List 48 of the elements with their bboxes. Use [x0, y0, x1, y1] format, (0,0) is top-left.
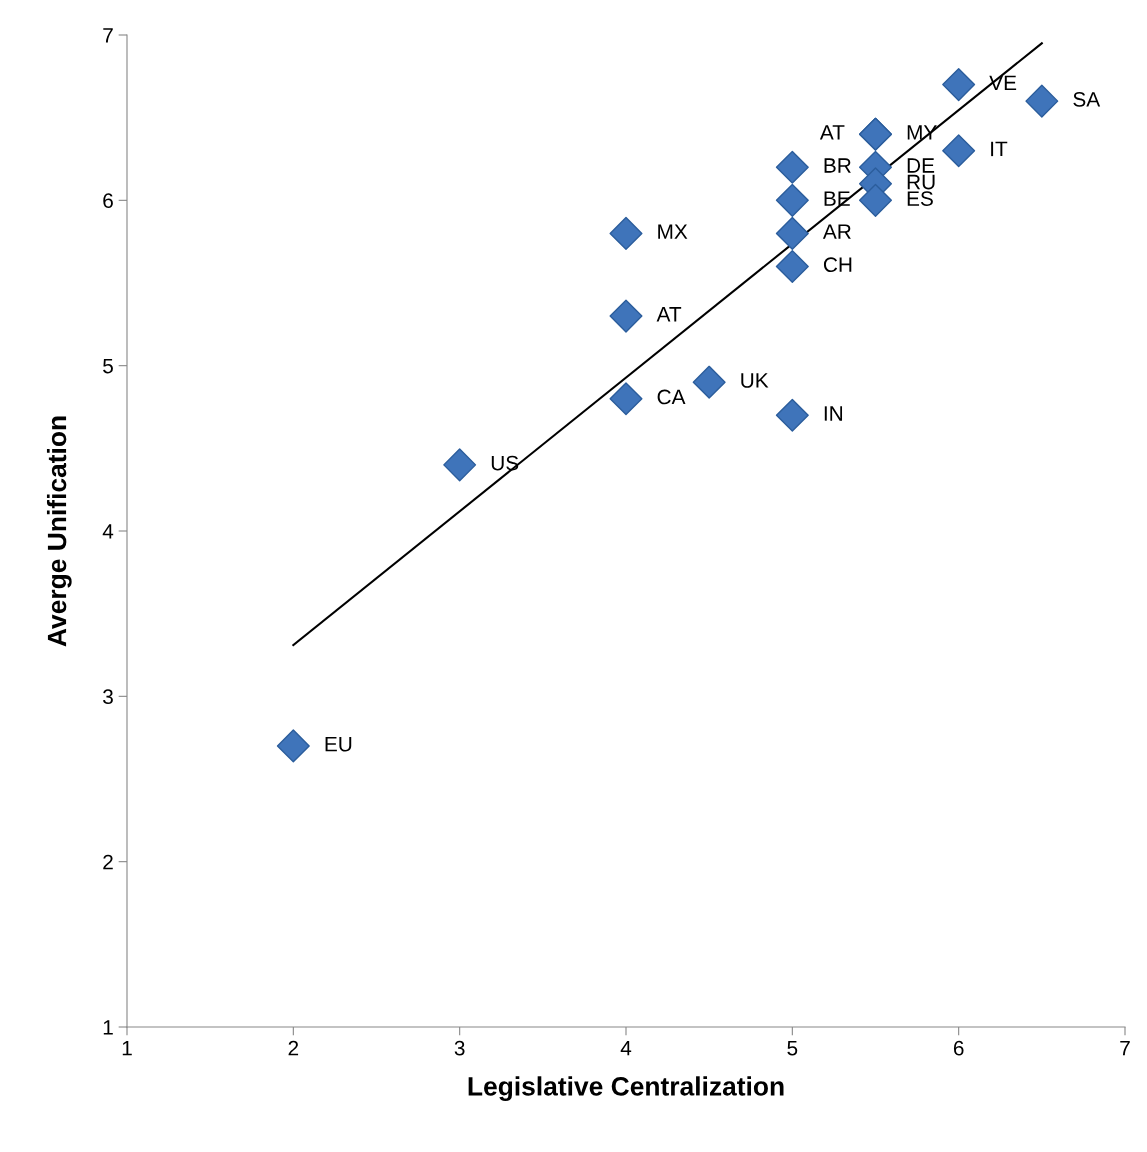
x-tick-label: 6 [953, 1040, 964, 1056]
x-tick-label: 3 [454, 1040, 465, 1056]
point [775, 249, 809, 283]
x-tick-label: 2 [288, 1040, 299, 1056]
point [609, 299, 643, 333]
point [609, 382, 643, 416]
point [858, 183, 893, 217]
point [775, 183, 809, 217]
data-label: DE [907, 158, 935, 173]
y-tick-label: 3 [103, 689, 113, 705]
y-tick-label: 6 [103, 193, 113, 209]
data-label: UK [741, 373, 769, 388]
point [443, 448, 477, 482]
data-label: CH [823, 257, 852, 273]
data-label: AT [819, 125, 845, 140]
x-tick-label: 1 [122, 1040, 132, 1056]
data-label: ES [907, 191, 933, 206]
y-axis-title: Averge Unification [46, 416, 72, 647]
data-label: SA [1073, 91, 1101, 107]
data-label: BE [824, 191, 850, 206]
data-label: AT [656, 307, 682, 322]
data-label: IT [991, 141, 1008, 157]
y-tick-label: 4 [102, 524, 114, 539]
point [692, 365, 726, 399]
y-tick-label: 7 [103, 28, 113, 43]
data-label: CA [657, 389, 686, 405]
y-tick-label: 1 [103, 1020, 113, 1035]
x-tick-label: 7 [1120, 1040, 1130, 1056]
data-label: AR [822, 224, 851, 239]
point [276, 729, 310, 763]
point [775, 216, 809, 250]
data-label: US [491, 455, 519, 471]
x-tick-label: 5 [787, 1040, 798, 1056]
y-tick-label: 2 [103, 854, 113, 870]
point [1025, 84, 1059, 118]
point [775, 398, 809, 432]
point [609, 216, 643, 250]
data-label: EU [325, 736, 352, 752]
x-tick-label: 4 [620, 1040, 632, 1056]
data-label: RU [907, 174, 935, 190]
data-label: BR [824, 158, 851, 173]
data-label: IN [824, 406, 843, 421]
point [942, 68, 976, 102]
y-tick-label: 5 [103, 358, 113, 374]
x-axis-title: Legislative Centralization [468, 1076, 784, 1101]
data-label: MX [658, 224, 688, 239]
point [942, 134, 976, 168]
point [775, 150, 809, 184]
